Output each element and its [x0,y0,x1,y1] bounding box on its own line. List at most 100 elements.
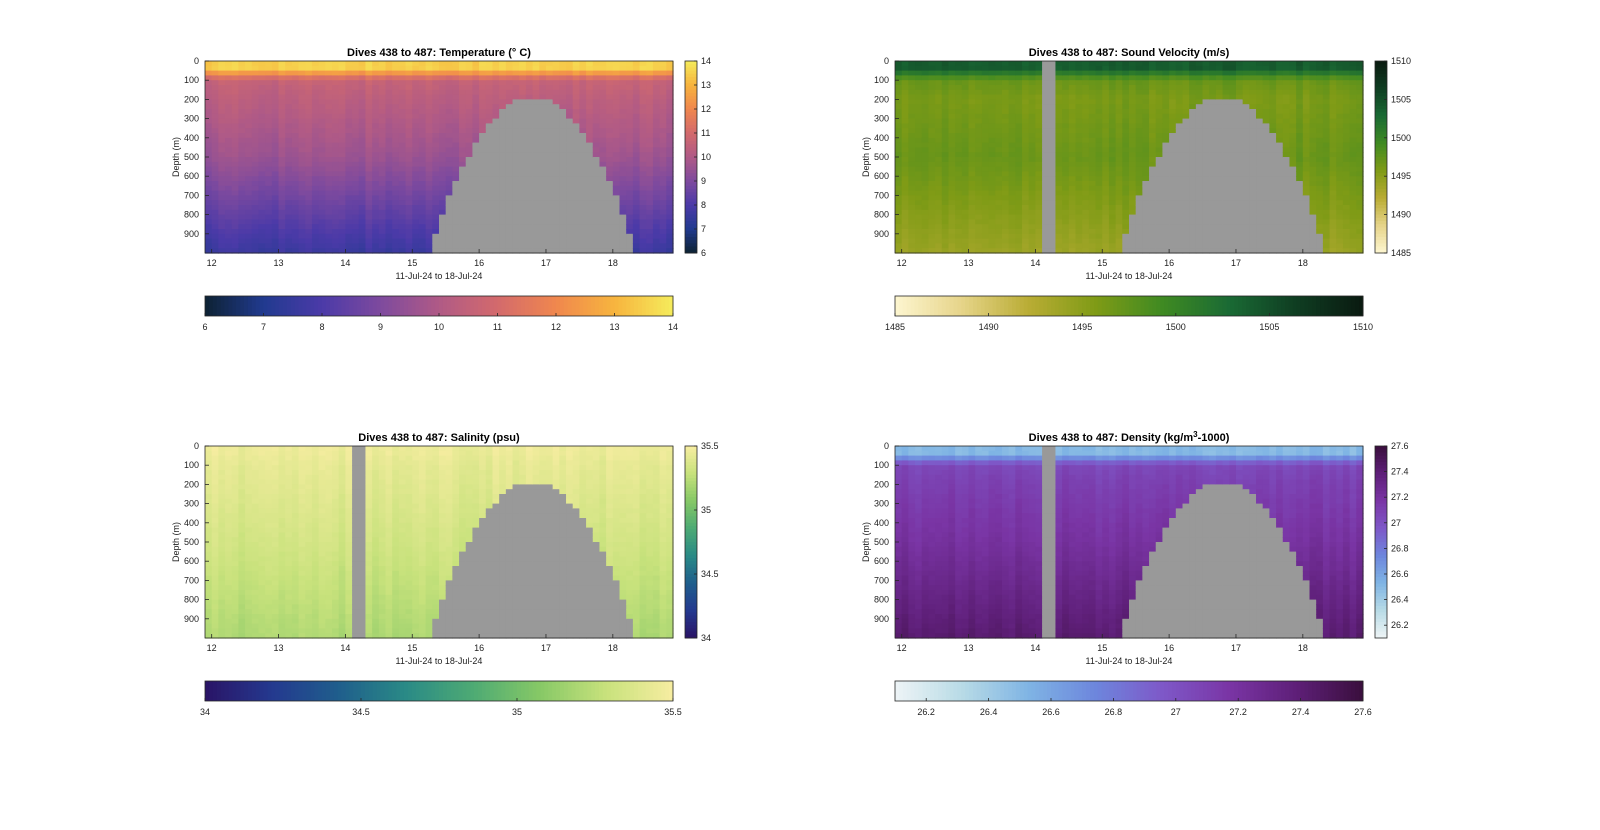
heatmap-cell [412,161,420,168]
heatmap-cell [1169,99,1177,105]
heatmap-cell [352,94,360,100]
heatmap-cell [358,70,367,76]
heatmap-cell [579,89,587,96]
heatmap-cell [1155,195,1164,201]
heatmap-cell [452,209,460,216]
heatmap-cell [439,147,447,153]
heatmap-cell [425,219,433,225]
heatmap-cell [459,65,467,72]
heatmap-cell [211,147,219,153]
heatmap-cell [612,233,621,240]
heatmap-cell [988,137,996,144]
heatmap-cell [1102,94,1110,100]
colorbar-segment [685,137,697,142]
heatmap-cell [1075,128,1083,134]
heatmap-cell [218,147,226,153]
heatmap-cell [532,104,540,110]
heatmap-cell [412,85,420,91]
heatmap-cell [1088,109,1097,115]
heatmap-cell [1055,200,1063,206]
heatmap-cell [559,118,567,124]
heatmap-cell [519,214,527,220]
heatmap-cell [439,123,447,129]
heatmap-cell [452,229,460,235]
heatmap-cell [1175,248,1184,254]
heatmap-cell [338,113,346,120]
heatmap-cell [626,80,634,86]
heatmap-cell [332,80,340,86]
heatmap-cell [928,185,936,192]
heatmap-cell [439,229,447,235]
heatmap-cell [579,238,587,244]
heatmap-cell [895,123,903,129]
heatmap-cell [519,89,527,96]
heatmap-cell [941,185,950,192]
heatmap-cell [332,200,340,206]
heatmap-cell [338,75,346,81]
heatmap-cell [1035,248,1043,254]
heatmap-cell [659,104,667,110]
heatmap-cell [941,61,950,67]
heatmap-cell [459,147,467,153]
heatmap-cell [1048,190,1057,196]
heatmap-cell [659,99,667,105]
heatmap-cell [231,65,240,72]
heatmap-cell [981,171,990,177]
heatmap-cell [525,195,534,201]
heatmap-cell [935,118,943,124]
colorbar-segment [552,296,557,316]
heatmap-cell [251,123,260,129]
heatmap-cell [358,171,367,177]
heatmap-cell [1108,219,1117,225]
heatmap-cell [961,190,970,196]
heatmap-cell [586,94,594,100]
heatmap-cell [1115,200,1123,206]
heatmap-cell [238,118,246,124]
heatmap-cell [392,185,400,192]
heatmap-cell [1135,205,1143,211]
heatmap-cell [1068,94,1077,100]
colorbar-segment [685,243,697,248]
heatmap-cell [452,214,460,220]
colorbar-segment [357,296,362,316]
heatmap-cell [921,137,930,144]
heatmap-cell [1055,89,1063,96]
heatmap-cell [1209,80,1217,86]
heatmap-cell [566,195,574,201]
heatmap-cell [345,75,353,81]
heatmap-cell [1129,205,1137,211]
heatmap-cell [278,229,286,235]
colorbar-segment [685,214,697,219]
heatmap-cell [1108,205,1117,211]
heatmap-cell [251,233,260,240]
heatmap-cell [325,152,333,158]
heatmap-cell [632,113,641,120]
heatmap-cell [358,248,367,254]
heatmap-cell [459,109,467,115]
heatmap-cell [1088,137,1097,144]
colorbar-segment [427,296,432,316]
heatmap-cell [519,61,527,67]
heatmap-cell [1042,166,1050,172]
heatmap-cell [231,219,240,225]
heatmap-cell [652,166,661,172]
heatmap-cell [412,166,420,172]
heatmap-cell [579,61,587,67]
heatmap-cell [439,214,447,220]
heatmap-cell [205,200,213,206]
heatmap-cell [1102,161,1110,168]
heatmap-cell [425,209,433,216]
heatmap-cell [592,118,601,124]
heatmap-cell [592,65,601,72]
heatmap-cell [666,214,674,220]
heatmap-cell [418,70,427,76]
heatmap-cell [646,214,654,220]
heatmap-cell [961,75,970,81]
heatmap-cell [626,190,634,196]
heatmap-cell [948,118,956,124]
heatmap-cell [372,209,380,216]
heatmap-cell [1182,85,1190,91]
heatmap-cell [238,185,246,192]
heatmap-cell [211,176,219,182]
heatmap-cell [961,224,970,230]
